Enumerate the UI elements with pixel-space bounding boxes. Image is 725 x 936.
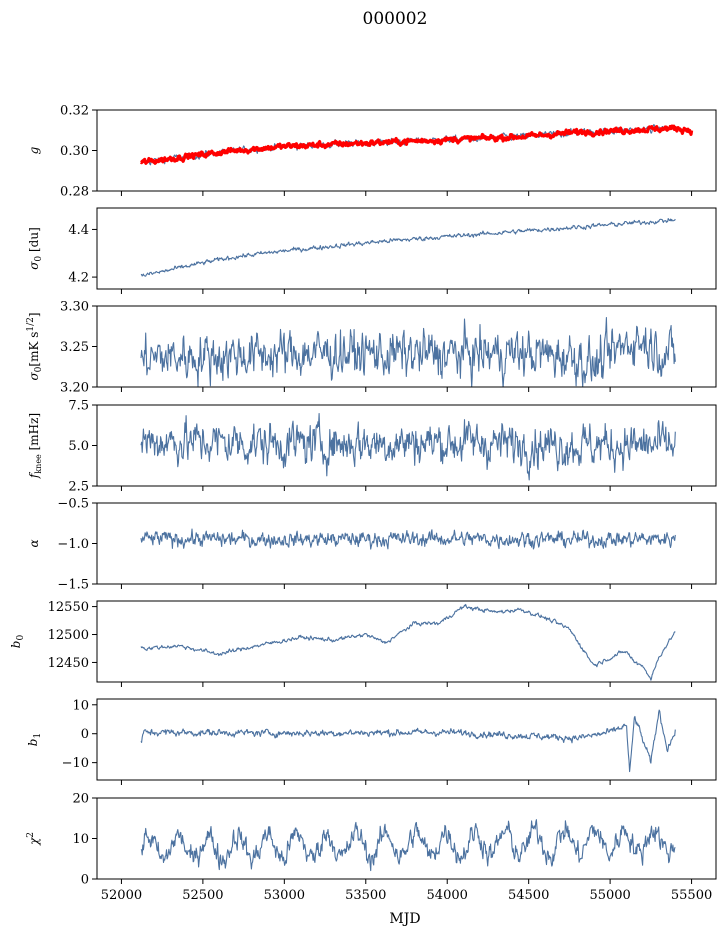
y-axis-label: b0: [9, 635, 26, 649]
axes-frame: [96, 207, 717, 290]
series-line: [139, 124, 694, 165]
y-tick-label: 5.0: [68, 439, 89, 454]
panel-3: 3.20 3.25 3.30 σ0[mK s1/2]: [26, 300, 717, 396]
axes-frame: [96, 502, 717, 585]
series-line: [140, 819, 676, 872]
y-tick-label: 12500: [48, 628, 89, 643]
y-tick-label: 12450: [48, 656, 89, 671]
y-tick-label: 4.2: [68, 271, 89, 286]
series-line: [140, 709, 676, 773]
y-tick-label: −1.5: [57, 578, 89, 593]
x-tick-label: 53500: [345, 888, 386, 903]
x-axis-label: MJD: [389, 911, 420, 927]
y-tick-label: −1.0: [57, 537, 89, 552]
series-line: [140, 603, 676, 681]
y-axis-label: b1: [26, 733, 43, 746]
panel-2: 4.2 4.4 σ0 [du]: [27, 207, 717, 294]
y-tick-label: 20: [72, 792, 89, 807]
y-axis-label: σ0 [du]: [27, 227, 44, 270]
y-tick-label: 0.28: [60, 185, 89, 200]
series-line: [140, 218, 676, 277]
y-tick-label: 10: [72, 698, 89, 713]
y-tick-label: 0.30: [60, 144, 89, 159]
axes-frame: [96, 698, 717, 781]
y-tick-label: 3.30: [60, 300, 89, 315]
y-axis-label: σ0[mK s1/2]: [26, 312, 44, 380]
y-tick-label: 0: [81, 873, 89, 888]
y-tick-label: 2.5: [68, 480, 89, 495]
x-tick-label: 52500: [182, 888, 223, 903]
y-tick-label: −0.5: [57, 497, 89, 512]
y-axis-label: fknee [mHz]: [27, 413, 43, 479]
x-tick-label: 52000: [101, 888, 142, 903]
panel-4: 2.5 5.0 7.5 fknee [mHz]: [27, 399, 717, 495]
y-tick-label: −10: [62, 756, 89, 771]
x-tick-label: 54500: [508, 888, 549, 903]
axes-frame: [96, 600, 717, 683]
y-axis-label: g: [27, 146, 41, 154]
y-tick-label: 0: [81, 727, 89, 742]
x-tick-label: 55000: [589, 888, 630, 903]
y-tick-label: 3.20: [60, 381, 89, 396]
y-tick-label: 12550: [48, 600, 89, 615]
axes-frame: [96, 797, 717, 880]
y-tick-label: 3.25: [60, 340, 89, 355]
x-tick-label: 55500: [671, 888, 712, 903]
y-tick-label: 7.5: [68, 399, 89, 414]
panel-8: 0 10 20 52000 52500 53000 53500 54000 54500 55000…: [26, 792, 717, 903]
y-tick-label: 0.32: [60, 104, 89, 119]
series-line: [140, 317, 676, 387]
axes-frame: [96, 109, 717, 192]
y-tick-label: 10: [72, 832, 89, 847]
series-line: [140, 528, 676, 550]
figure-title: 000002: [363, 9, 428, 29]
series-line: [140, 412, 676, 481]
y-axis-label: α: [27, 539, 41, 547]
panel-7: −10 0 10 b1: [26, 698, 717, 785]
panel-6: 12450 12500 12550 b0: [9, 600, 717, 687]
y-axis-label: χ2: [26, 832, 41, 846]
y-tick-label: 4.4: [68, 223, 89, 238]
panel-1: 0.28 0.30 0.32 g: [27, 104, 717, 200]
x-tick-label: 54000: [427, 888, 468, 903]
x-tick-label: 53000: [264, 888, 305, 903]
panel-5: −1.5 −1.0 −0.5 α: [27, 497, 717, 593]
series-line: [140, 123, 676, 166]
panels: 0.28 0.30 0.32 g 4.2 4.4 σ0 [du] 3.20 3.25 3.30 σ0…: [9, 104, 717, 903]
